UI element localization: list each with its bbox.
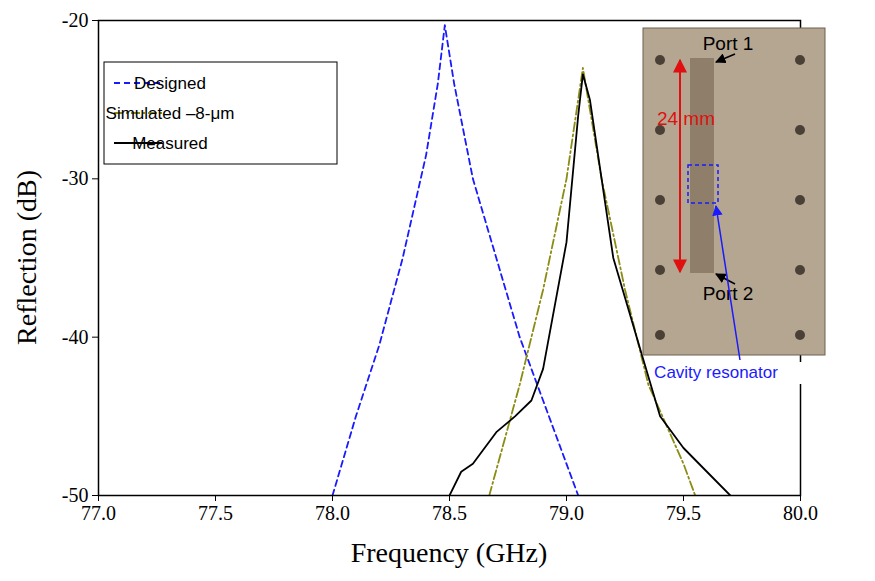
svg-text:-30: -30 (62, 167, 89, 189)
svg-text:Designed: Designed (134, 74, 206, 93)
svg-text:77.5: 77.5 (198, 502, 233, 524)
svg-text:Port 2: Port 2 (702, 283, 754, 304)
svg-text:Port 1: Port 1 (703, 33, 754, 54)
svg-text:Frequency (GHz): Frequency (GHz) (351, 537, 548, 568)
svg-text:79.5: 79.5 (666, 502, 701, 524)
svg-text:78.5: 78.5 (432, 502, 467, 524)
svg-text:Simulated –8-μm: Simulated –8-μm (106, 104, 235, 123)
svg-text:Cavity resonator: Cavity resonator (654, 363, 778, 382)
svg-text:-20: -20 (62, 9, 89, 31)
svg-text:80.0: 80.0 (783, 502, 818, 524)
svg-text:-50: -50 (61, 483, 89, 506)
svg-text:Reflection (dB): Reflection (dB) (11, 170, 42, 345)
svg-text:-40: -40 (62, 326, 89, 348)
svg-text:79.0: 79.0 (549, 502, 584, 524)
svg-text:77.0: 77.0 (81, 502, 116, 524)
svg-text:24 mm: 24 mm (657, 108, 715, 129)
svg-text:78.0: 78.0 (315, 502, 350, 524)
svg-text:Measured: Measured (132, 134, 208, 153)
